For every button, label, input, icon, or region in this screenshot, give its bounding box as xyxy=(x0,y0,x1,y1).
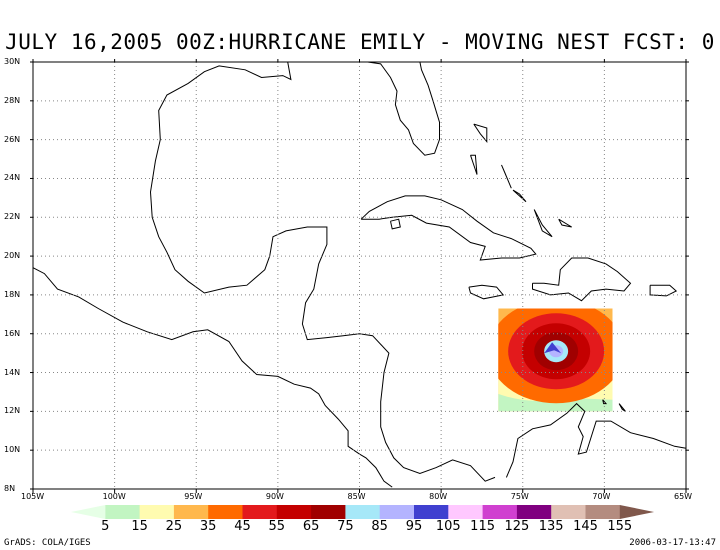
colorbar-swatch xyxy=(414,505,449,519)
colorbar-swatch xyxy=(379,505,415,519)
colorbar-swatch xyxy=(345,505,381,519)
lon-tick-label: 75W xyxy=(510,492,529,501)
colorbar-swatch xyxy=(276,505,312,519)
lat-tick-label: 24N xyxy=(4,173,21,183)
colorbar-label: 75 xyxy=(337,519,354,534)
footer-timestamp: 2006-03-17-13:47 xyxy=(629,538,716,548)
lat-tick-label: 10N xyxy=(4,445,21,455)
lon-tick-label: 95W xyxy=(184,492,203,501)
coastline xyxy=(649,284,678,297)
lat-tick-label: 28N xyxy=(4,95,21,105)
coastline xyxy=(470,154,478,175)
colorbar-swatch xyxy=(619,505,655,519)
coastline xyxy=(360,195,537,261)
colorbar-swatch xyxy=(585,505,621,519)
lon-tick-label: 90W xyxy=(265,492,284,501)
lon-tick-label: 65W xyxy=(674,492,693,501)
lat-tick-label: 20N xyxy=(4,251,21,261)
map-title: JULY 16,2005 00Z:HURRICANE EMILY - MOVIN… xyxy=(5,30,715,54)
coastline xyxy=(505,402,687,478)
coastline xyxy=(468,284,505,300)
colorbar-swatch xyxy=(139,505,175,519)
colorbar-swatch xyxy=(311,505,346,519)
colorbar-label: 155 xyxy=(607,519,633,534)
axis-ticks xyxy=(30,59,689,493)
colorbar-label: 35 xyxy=(199,519,217,534)
lon-tick-label: 80W xyxy=(429,492,448,501)
lat-tick-label: 26N xyxy=(4,134,21,144)
colorbar-label: 95 xyxy=(405,519,423,534)
lat-tick-label: 30N xyxy=(4,57,21,66)
colorbar-label: 5 xyxy=(101,519,110,534)
coastline xyxy=(149,61,496,482)
colorbar-swatch xyxy=(105,505,141,519)
lat-tick-label: 14N xyxy=(4,367,21,377)
colorbar-label: 25 xyxy=(165,519,183,534)
colorbar-label: 125 xyxy=(504,519,530,534)
colorbar-label: 55 xyxy=(268,519,286,534)
colorbar-swatch xyxy=(516,505,552,519)
lat-tick-label: 22N xyxy=(4,212,21,222)
colorbar-label: 135 xyxy=(538,519,564,534)
wind-core xyxy=(544,342,562,354)
colorbar-swatch xyxy=(551,505,586,519)
lat-tick-label: 16N xyxy=(4,328,21,338)
lat-tick-label: 18N xyxy=(4,289,21,299)
coastline xyxy=(32,267,393,488)
lat-tick-label: 12N xyxy=(4,406,21,416)
wind-speed-nest xyxy=(498,308,613,412)
colorbar-swatch xyxy=(242,505,278,519)
footer-credit: GrADS: COLA/IGES xyxy=(4,538,91,548)
coastline xyxy=(512,189,527,203)
lon-tick-label: 70W xyxy=(592,492,611,501)
coastline xyxy=(501,164,512,189)
colorbar-label: 105 xyxy=(435,519,461,534)
coastline xyxy=(390,218,401,230)
colorbar-swatch xyxy=(173,505,209,519)
colorbar xyxy=(71,505,655,519)
lon-tick-label: 85W xyxy=(347,492,366,501)
colorbar-swatch xyxy=(71,505,106,519)
colorbar-swatch xyxy=(482,505,518,519)
coastline xyxy=(602,399,608,405)
colorbar-swatch xyxy=(208,505,243,519)
colorbar-label: 85 xyxy=(371,519,388,534)
coastline xyxy=(618,403,626,412)
coastline xyxy=(558,218,572,228)
lon-tick-label: 105W xyxy=(21,492,45,501)
coastline xyxy=(532,257,632,302)
colorbar-label: 45 xyxy=(234,519,251,534)
grid-lines xyxy=(33,62,686,489)
lat-tick-label: 8N xyxy=(4,484,16,493)
coastline xyxy=(367,61,440,156)
colorbar-label: 65 xyxy=(302,519,320,534)
coastlines xyxy=(32,61,687,488)
colorbar-label: 145 xyxy=(573,519,598,534)
colorbar-label: 115 xyxy=(470,519,495,534)
colorbar-label: 15 xyxy=(131,519,148,534)
colorbar-swatch xyxy=(448,505,484,519)
coastline xyxy=(533,209,553,238)
lon-tick-label: 100W xyxy=(102,492,126,501)
coastline xyxy=(473,123,488,143)
